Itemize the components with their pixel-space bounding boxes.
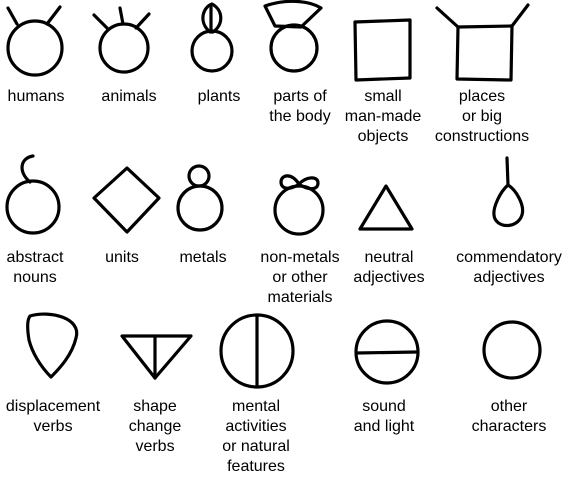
label-sound-and-light: sound and light	[353, 398, 415, 435]
label-humans: humans	[7, 88, 65, 105]
circle-with-infinity-icon	[273, 174, 325, 236]
label-other-characters: other characters	[471, 398, 547, 435]
circle-with-fan-top-icon	[263, 0, 323, 73]
label-animals: animals	[101, 88, 157, 105]
diamond-icon	[92, 166, 161, 234]
square-with-antennae-icon	[435, 3, 530, 82]
inverted-drop-icon	[26, 312, 79, 379]
circle-with-two-antennae-icon	[6, 5, 64, 77]
triangle-icon	[358, 184, 414, 231]
label-plants: plants	[197, 88, 241, 105]
circle-with-hook-icon	[5, 154, 61, 235]
drop-with-stem-icon	[492, 156, 525, 228]
label-places-or-big-constructions: places or big constructions	[434, 88, 530, 145]
circle-horizontal-split-icon	[354, 319, 420, 385]
circle-vertical-split-icon	[219, 313, 295, 389]
square-icon	[353, 18, 412, 82]
label-displacement-verbs: displacement verbs	[5, 398, 101, 435]
label-metals: metals	[179, 249, 227, 266]
label-units: units	[105, 249, 139, 266]
label-shape-change-verbs: shape change verbs	[128, 398, 182, 455]
label-parts-of-the-body: parts of the body	[269, 88, 331, 125]
plain-circle-icon	[482, 320, 542, 380]
circle-with-leaf-icon	[190, 2, 234, 73]
circle-with-three-antennae-icon	[92, 6, 151, 74]
label-abstract-nouns: abstract nouns	[6, 249, 64, 286]
label-neutral-adjectives: neutral adjectives	[353, 249, 425, 286]
label-commendatory-adjectives: commendatory adjectives	[456, 249, 562, 286]
inverted-triangle-split-icon	[120, 334, 193, 380]
label-small-man-made-objects: small man-made objects	[344, 88, 422, 145]
label-non-metals-or-other-materials: non-metals or other materials	[260, 249, 340, 306]
label-mental-activities-or-natural-features: mental activities or natural features	[222, 398, 290, 475]
circle-with-small-loop-icon	[176, 164, 224, 232]
